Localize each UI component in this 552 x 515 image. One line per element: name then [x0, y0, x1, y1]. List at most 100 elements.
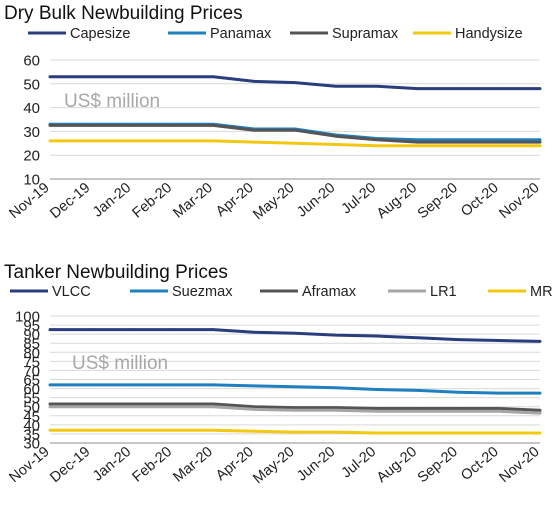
tanker-legend-label-lr1: LR1	[430, 284, 457, 300]
drybulk-x-tick-label: Apr-20	[213, 180, 257, 220]
tanker-y-tick-label: 55	[23, 390, 40, 407]
tanker-x-tick-label: Feb-20	[130, 444, 175, 486]
drybulk-data-point-capesize	[375, 84, 378, 88]
drybulk-data-point-supramax	[89, 124, 93, 127]
drybulk-data-point-handysize	[334, 143, 338, 146]
tanker-data-point-mr	[48, 429, 52, 432]
tanker-data-point-aframax	[293, 406, 297, 409]
drybulk-data-point-handysize	[293, 142, 297, 145]
drybulk-data-point-capesize	[293, 81, 297, 84]
tanker-data-point-suezmax	[252, 384, 256, 388]
drybulk-y-tick-label: 20	[23, 148, 40, 165]
tanker-data-point-aframax	[130, 402, 133, 406]
tanker-x-tick-label: May-20	[250, 444, 297, 487]
drybulk-legend-label-panamax: Panamax	[210, 26, 272, 42]
tanker-data-point-mr	[538, 431, 542, 435]
tanker-y-tick-label: 45	[23, 408, 40, 425]
drybulk-unit-label: US$ million	[64, 91, 160, 112]
drybulk-y-tick-label: 30	[23, 124, 40, 141]
tanker-x-tick-label: Dec-19	[47, 444, 93, 486]
drybulk-data-point-panamax	[416, 138, 419, 141]
tanker-data-point-lr1	[48, 405, 52, 408]
tanker-series-line-vlcc	[48, 328, 542, 343]
tanker-data-point-lr1	[130, 405, 133, 408]
drybulk-data-point-capesize	[457, 87, 460, 90]
drybulk-y-tick-label: 60	[23, 53, 40, 70]
drybulk-data-point-handysize	[89, 139, 93, 143]
tanker-y-tick-label: 85	[23, 336, 40, 353]
tanker-data-point-vlcc	[375, 334, 378, 338]
drybulk-data-point-handysize	[212, 139, 215, 143]
tanker-x-tick-label: Aug-20	[374, 444, 420, 486]
tanker-data-point-lr1	[252, 408, 256, 411]
drybulk-x-tick-label: Mar-20	[170, 180, 215, 222]
tanker-data-point-lr1	[375, 410, 378, 413]
drybulk-x-tick-label: Feb-20	[130, 180, 175, 222]
tanker-x-tick-label: Apr-20	[213, 444, 257, 484]
drybulk-x-tick-label: Dec-19	[47, 180, 93, 222]
tanker-x-tick-label: Nov-20	[496, 444, 542, 486]
tanker-y-tick-label: 50	[23, 399, 40, 416]
tanker-legend-label-suezmax: Suezmax	[172, 284, 233, 300]
drybulk-y-tick-label: 10	[23, 172, 40, 189]
tanker-data-point-lr1	[538, 411, 542, 415]
drybulk-data-point-supramax	[457, 140, 460, 144]
tanker-data-point-lr1	[171, 405, 174, 408]
tanker-data-point-vlcc	[130, 328, 133, 331]
drybulk-data-point-supramax	[293, 129, 297, 132]
tanker-data-point-lr1	[89, 405, 93, 408]
tanker-data-point-suezmax	[538, 391, 542, 395]
tanker-data-point-mr	[252, 430, 256, 433]
tanker-data-point-aframax	[48, 402, 52, 406]
tanker-y-tick-label: 65	[23, 372, 40, 389]
tanker-x-tick-label: Oct-20	[458, 444, 502, 484]
drybulk-legend-label-capesize: Capesize	[70, 26, 130, 42]
drybulk-data-point-supramax	[48, 124, 52, 127]
tanker-data-point-lr1	[293, 409, 297, 412]
tanker-data-point-mr	[497, 431, 501, 435]
tanker-data-point-vlcc	[497, 339, 501, 342]
tanker-y-tick-label: 35	[23, 426, 40, 443]
tanker-data-point-mr	[457, 431, 460, 435]
tanker-data-point-aframax	[171, 402, 174, 406]
tanker-data-point-vlcc	[212, 328, 215, 331]
drybulk-data-point-supramax	[497, 140, 501, 144]
tanker-y-tick-label: 60	[23, 381, 40, 398]
tanker-data-point-vlcc	[416, 336, 419, 339]
drybulk-data-point-supramax	[375, 138, 378, 141]
tanker-y-tick-label: 100	[15, 309, 40, 326]
drybulk-y-tick-label: 50	[23, 76, 40, 93]
tanker-y-tick-label: 40	[23, 417, 40, 434]
drybulk-data-point-capesize	[130, 75, 133, 78]
tanker-data-point-mr	[416, 431, 419, 435]
tanker-data-point-suezmax	[497, 391, 501, 395]
tanker-data-point-aframax	[212, 402, 215, 406]
drybulk-data-point-panamax	[497, 138, 501, 141]
tanker-data-point-suezmax	[48, 383, 52, 387]
tanker-y-tick-label: 80	[23, 345, 40, 362]
drybulk-x-tick-label: Nov-20	[496, 180, 542, 222]
tanker-y-tick-label: 70	[23, 363, 40, 380]
tanker-data-point-suezmax	[457, 391, 460, 394]
drybulk-data-point-supramax	[212, 124, 215, 127]
drybulk-data-point-capesize	[48, 75, 52, 78]
tanker-data-point-suezmax	[334, 386, 338, 389]
drybulk-data-point-panamax	[457, 138, 460, 141]
tanker-data-point-suezmax	[293, 385, 297, 388]
drybulk-legend-label-handysize: Handysize	[455, 26, 523, 42]
tanker-data-point-vlcc	[252, 331, 256, 334]
drybulk-data-point-supramax	[171, 124, 174, 127]
tanker-data-point-aframax	[497, 407, 501, 410]
drybulk-y-tick-label: 40	[23, 100, 40, 117]
drybulk-data-point-capesize	[497, 87, 501, 90]
drybulk-data-point-capesize	[416, 87, 419, 90]
tanker-data-point-mr	[375, 431, 378, 435]
drybulk-chart-title: Dry Bulk Newbuilding Prices	[4, 3, 243, 24]
tanker-data-point-lr1	[334, 409, 338, 412]
drybulk-chart: Dry Bulk Newbuilding Prices Capesize Panam…	[4, 3, 543, 223]
drybulk-x-tick-label: Aug-20	[374, 180, 420, 222]
drybulk-data-point-handysize	[130, 139, 133, 143]
drybulk-data-point-handysize	[497, 144, 501, 147]
tanker-data-point-vlcc	[457, 338, 460, 341]
